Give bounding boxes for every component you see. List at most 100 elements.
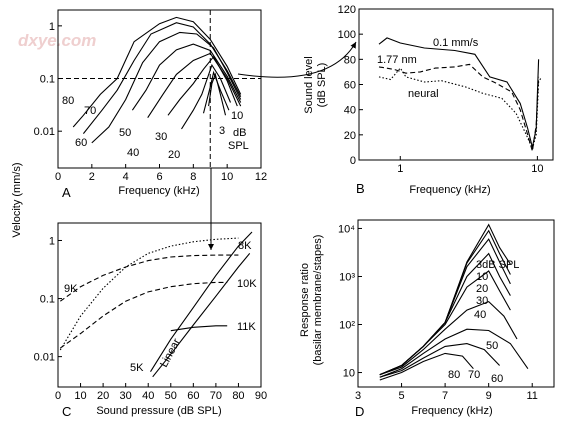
a-annot-10: 10 (231, 110, 243, 122)
panel-b-ylabel-line1: Sound level (303, 56, 315, 114)
y-tick-label: 10⁴ (338, 223, 355, 235)
d-annot-30: 30 (476, 295, 488, 307)
x-tick-label: 0 (55, 390, 61, 402)
series-line-50 (131, 43, 242, 111)
y-tick-label: 0 (350, 155, 356, 167)
x-tick-label: 11 (527, 390, 538, 402)
a-annot-db: dB (233, 127, 246, 139)
d-annot-3db: 3dB SPL (476, 259, 519, 271)
x-tick-label: 5 (398, 390, 404, 402)
panel-a-reference-lines (58, 10, 261, 168)
y-tick-label: 100 (338, 29, 356, 41)
a-annot-60: 60 (75, 137, 87, 149)
a-annot-30: 30 (155, 131, 167, 143)
panel-a-yticks: 0.01 0.1 1 (34, 21, 62, 138)
x-tick-label: 60 (187, 390, 199, 402)
y-tick-label: 1 (49, 21, 55, 33)
x-tick-label: 3 (355, 390, 361, 402)
a-annot-80: 80 (62, 95, 74, 107)
y-tick-label: 120 (338, 4, 356, 16)
series-line-5k (150, 231, 253, 372)
a-annot-spl: SPL (228, 140, 249, 152)
y-tick-label: 20 (344, 130, 356, 142)
b-annot-01mms: 0.1 mm/s (433, 37, 479, 49)
panel-a: 0 2 4 6 8 10 12 0.010.11 Frequency (kHz) A 80 … (34, 9, 267, 200)
panel-d-ylabel-line1: Response ratio (299, 263, 311, 337)
panel-a-series (72, 16, 242, 144)
panel-a-xticks: 0 2 4 6 8 10 12 (55, 164, 267, 183)
series-line-3db-spl (379, 223, 511, 376)
d-annot-50: 50 (486, 340, 498, 352)
x-tick-label: 8 (190, 171, 196, 183)
panel-c-frame (57, 222, 262, 388)
series-line-linear (152, 253, 251, 378)
d-annot-40: 40 (474, 309, 486, 321)
x-tick-label: 80 (232, 390, 244, 402)
panel-b-xlabel: Frequency (kHz) (409, 184, 490, 196)
connector-arrow-a-to-b (237, 41, 357, 78)
series-line-60 (379, 328, 529, 378)
panel-b-series (378, 37, 542, 152)
panel-c-series (59, 231, 253, 378)
b-annot-177nm: 1.77 nm (377, 54, 417, 66)
y-tick-label: 10 (343, 368, 355, 380)
series-line-10k (59, 281, 228, 349)
series-line-9k (59, 254, 239, 302)
series-line-70 (379, 343, 500, 378)
a-annot-40: 40 (127, 147, 139, 159)
y-tick-label: 0.01 (34, 126, 55, 138)
y-tick-label: 0.01 (34, 352, 55, 364)
series-line-neural (378, 67, 542, 151)
series-line-50 (379, 300, 518, 376)
c-annot-9k: 9K (64, 283, 78, 295)
c-annot-5k: 5K (130, 362, 144, 374)
panel-a-xlabel: Frequency (kHz) (118, 185, 199, 197)
c-annot-11k: 11K (237, 321, 256, 333)
d-annot-60: 60 (491, 373, 503, 385)
panel-c-label: C (62, 404, 71, 419)
c-annot-8k: 8K (238, 240, 252, 252)
x-tick-label: 30 (120, 390, 132, 402)
x-tick-label: 7 (442, 390, 448, 402)
y-tick-label: 40 (344, 105, 356, 117)
x-tick-label: 6 (156, 171, 162, 183)
x-tick-label: 1 (397, 163, 403, 175)
x-tick-label: 10 (74, 390, 86, 402)
d-annot-70: 70 (468, 369, 480, 381)
series-line-30 (167, 55, 238, 116)
y-tick-label: 60 (344, 80, 356, 92)
x-tick-label: 10 (531, 163, 543, 175)
y-tick-label: 10³ (339, 271, 355, 283)
x-tick-label: 9 (486, 390, 492, 402)
y-tick-label: 0.1 (40, 74, 55, 86)
a-annot-3: 3 (219, 125, 225, 137)
d-annot-20: 20 (476, 283, 488, 295)
series-line-40 (379, 270, 511, 376)
panel-b-xticks: 1 10 (397, 156, 544, 175)
series-line-80 (72, 16, 242, 128)
y-tick-label: 80 (344, 54, 356, 66)
x-tick-label: 70 (210, 390, 222, 402)
y-tick-label: 1 (49, 235, 55, 247)
d-annot-80: 80 (448, 369, 460, 381)
y-tick-label: 0.1 (40, 294, 55, 306)
x-tick-label: 0 (55, 171, 61, 183)
series-line-11k (170, 325, 228, 332)
panel-d-series (379, 223, 529, 381)
b-annot-neural: neural (408, 88, 439, 100)
a-annot-50: 50 (119, 127, 131, 139)
panel-d-label: D (355, 404, 364, 419)
x-tick-label: 2 (89, 171, 95, 183)
panel-c-xlabel: Sound pressure (dB SPL) (96, 405, 221, 417)
x-tick-label: 50 (165, 390, 177, 402)
watermark: dxye.com (18, 31, 96, 50)
panel-c: 0 10 20 30 40 50 60 70 80 90 0.01 0.1 1 Sound press… (34, 222, 267, 419)
series-line-1-77-nm (378, 63, 540, 152)
a-annot-20: 20 (168, 149, 180, 161)
series-line-10 (202, 70, 230, 114)
panel-a-label: A (62, 185, 71, 200)
panel-d: 3 5 7 9 11 10 10² 10³ 10⁴ Frequency (kHz) Respo… (299, 219, 555, 419)
x-tick-label: 10 (221, 171, 233, 183)
a-annot-70: 70 (84, 105, 96, 117)
shared-velocity-ylabel: Velocity (mm/s) (11, 162, 23, 237)
